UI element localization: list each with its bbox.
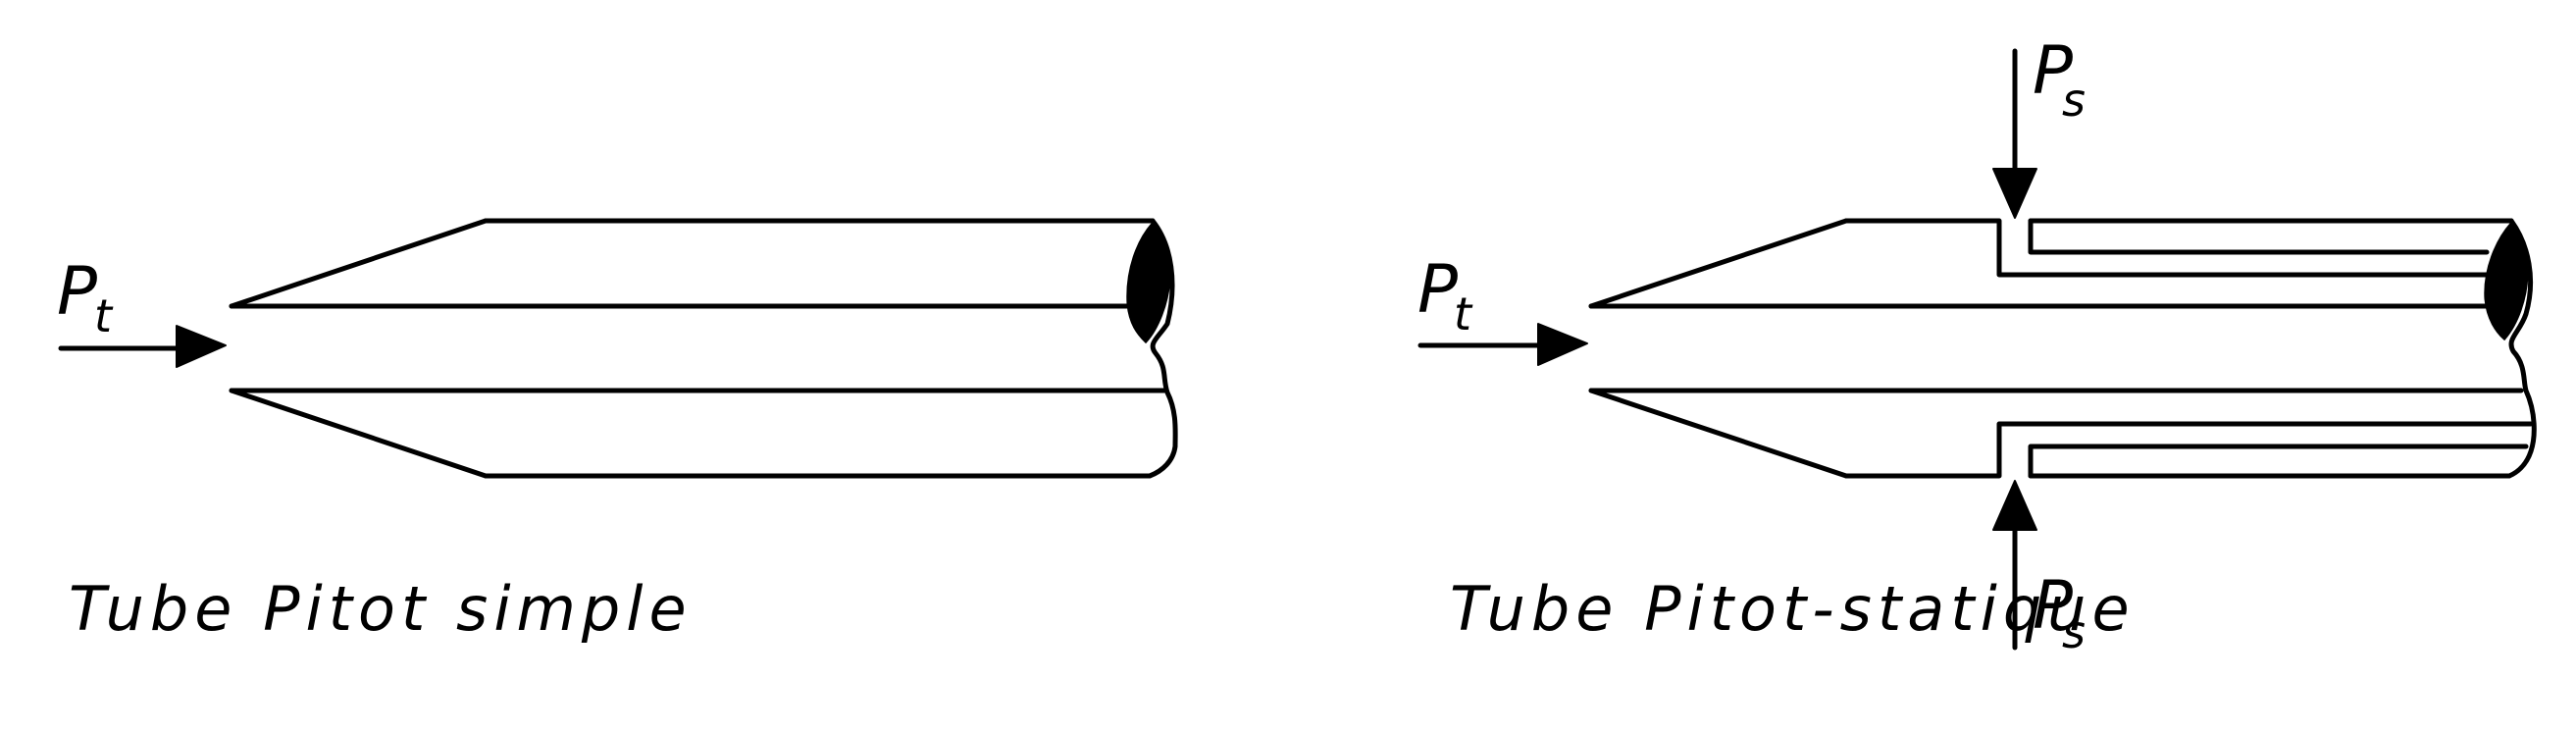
static-top-arrowhead <box>1992 168 2037 219</box>
static-tube-caption: Tube Pitot-statique <box>1450 573 2136 645</box>
static-bottom-arrowhead <box>1992 480 2037 531</box>
static-inlet-subscript: t <box>1454 288 1473 340</box>
simple-tube-outer-cone-bottom <box>229 388 489 479</box>
static-inlet-arrowhead <box>1537 323 1588 366</box>
simple-inlet-subscript: t <box>94 289 114 342</box>
simple-inlet-arrowhead <box>176 325 227 368</box>
static-tube-outer-cone-top <box>1588 218 1849 309</box>
simple-inlet-label: P <box>57 253 97 331</box>
simple-tube-outer-cone-top <box>229 218 489 309</box>
static-bottom-subscript: s <box>2062 605 2086 658</box>
static-inlet-label: P <box>1417 251 1458 329</box>
static-tube-outer-cone-bottom <box>1588 388 1849 479</box>
simple-tube-caption: Tube Pitot simple <box>69 573 693 645</box>
static-top-label: P <box>2033 32 2073 110</box>
simple-tube-broken-end <box>1147 218 1178 479</box>
pitot-static-tube: P t P s P s Tube Pitot-statique <box>1417 32 2537 658</box>
static-tube-bottom-wall-front <box>1843 421 2534 479</box>
simple-pitot-tube: P t Tube Pitot simple <box>57 218 1178 645</box>
static-tube-broken-end <box>2506 218 2537 479</box>
static-tube-static-channel-bottom-inner <box>2028 444 2529 479</box>
static-bottom-label: P <box>2033 567 2073 645</box>
simple-tube-cut-section <box>1126 221 1171 344</box>
static-top-subscript: s <box>2062 74 2086 127</box>
static-tube-static-channel-top-inner <box>2028 218 2490 255</box>
static-tube-cut-section <box>2484 221 2529 341</box>
static-tube-top-wall-front <box>1843 218 2490 278</box>
